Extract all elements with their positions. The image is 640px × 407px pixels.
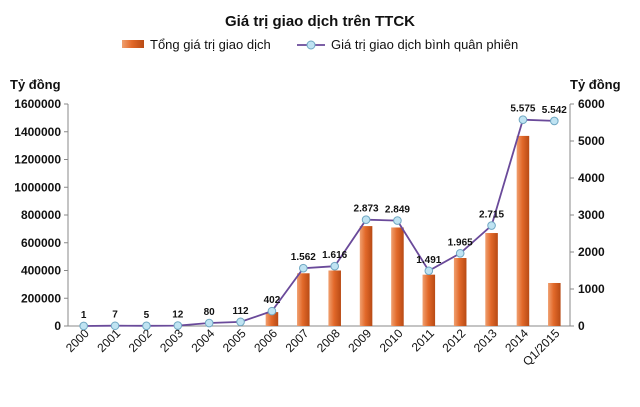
data-label: 7 — [112, 310, 118, 321]
data-label: 1.965 — [448, 237, 473, 248]
data-label: 2.849 — [385, 205, 410, 216]
bar — [548, 282, 561, 326]
y-left-tick-label: 600000 — [21, 236, 61, 250]
x-tick-label: 2007 — [283, 326, 312, 355]
bar — [422, 274, 436, 326]
y-left-tick-label: 0 — [54, 319, 61, 333]
y-right-tick-label: 5000 — [578, 134, 605, 148]
x-tick-label: 2005 — [220, 326, 249, 355]
x-tick-label: 2012 — [440, 326, 469, 355]
bar — [391, 227, 404, 326]
chart-title: Giá trị giao dịch trên TTCK — [225, 13, 415, 30]
line-point — [236, 317, 245, 327]
y-left-tick-label: 400000 — [21, 264, 61, 278]
series-line — [83, 118, 555, 327]
y-right-unit: Tỷ đồng — [570, 77, 621, 92]
legend-swatch-bar — [122, 40, 144, 48]
y-left-tick-label: 1600000 — [14, 97, 61, 111]
x-tick-label: 2011 — [409, 326, 437, 354]
legend-label-bar: Tổng giá trị giao dịch — [150, 37, 271, 52]
x-tick-label: 2004 — [189, 326, 218, 355]
x-tick-label: 2001 — [94, 326, 123, 355]
bar — [453, 258, 467, 326]
line-point — [487, 221, 496, 230]
line-point — [424, 266, 434, 276]
line-point — [299, 263, 308, 273]
plot-area: 0 200000 400000 600000 800000 1000000 1200000 1… — [14, 97, 605, 369]
data-label: 2.873 — [354, 204, 379, 215]
line-point — [393, 216, 402, 225]
data-label: 2.715 — [479, 210, 504, 221]
y-left-unit: Tỷ đồng — [10, 77, 61, 92]
line-point — [173, 321, 183, 330]
bar — [485, 233, 498, 326]
data-label: 12 — [172, 310, 184, 321]
y-left-tick-label: 1200000 — [14, 153, 61, 167]
y-right-tick-label: 3000 — [578, 208, 605, 222]
line-point — [550, 116, 559, 126]
line-point — [79, 321, 88, 331]
y-left-tick-label: 1400000 — [14, 125, 61, 139]
data-label: 1.562 — [291, 252, 316, 263]
bar — [297, 273, 310, 326]
y-right-tick-label: 0 — [578, 319, 585, 333]
data-label: 5 — [144, 310, 150, 321]
x-tick-label: 2009 — [345, 326, 374, 355]
x-tick-label: 2013 — [471, 326, 500, 355]
data-label: 80 — [204, 307, 216, 318]
legend-label-line: Giá trị giao dịch bình quân phiên — [331, 37, 518, 52]
x-tick-label: 2010 — [377, 326, 406, 355]
data-label: 1.491 — [416, 255, 441, 266]
legend-swatch-marker — [306, 40, 316, 50]
line-point — [204, 318, 214, 328]
data-label: 112 — [232, 306, 249, 317]
y-right-tick-label: 1000 — [578, 282, 605, 296]
bar — [265, 312, 279, 326]
data-label: 1 — [81, 310, 87, 321]
bar — [516, 135, 530, 326]
line-point — [110, 321, 120, 331]
x-tick-label: 2003 — [157, 326, 186, 355]
line-point — [267, 306, 277, 316]
legend: Tổng giá trị giao dịch Giá trị giao dịch… — [122, 37, 518, 52]
y-left-tick-label: 800000 — [21, 208, 61, 222]
x-tick-label: 2008 — [314, 326, 343, 355]
line-point — [330, 261, 339, 271]
bar — [328, 270, 341, 326]
x-tick-label: 2006 — [251, 326, 280, 355]
y-right-tick-label: 4000 — [578, 171, 605, 185]
line-point — [142, 321, 151, 331]
line-point — [518, 115, 528, 125]
x-tick-label: 2000 — [63, 326, 92, 355]
y-left-tick-label: 1000000 — [14, 180, 61, 194]
data-label: 5.575 — [510, 104, 535, 115]
data-label: 5.542 — [542, 105, 567, 116]
y-right-tick-label: 6000 — [578, 97, 605, 111]
bar — [359, 226, 373, 326]
data-label: 402 — [264, 295, 281, 306]
y-left-tick-label: 200000 — [21, 291, 61, 305]
data-label: 1.616 — [322, 250, 347, 261]
y-right-tick-label: 2000 — [578, 245, 605, 259]
x-tick-label: 2002 — [126, 326, 155, 355]
line-point — [455, 248, 465, 258]
line-point — [361, 215, 371, 224]
